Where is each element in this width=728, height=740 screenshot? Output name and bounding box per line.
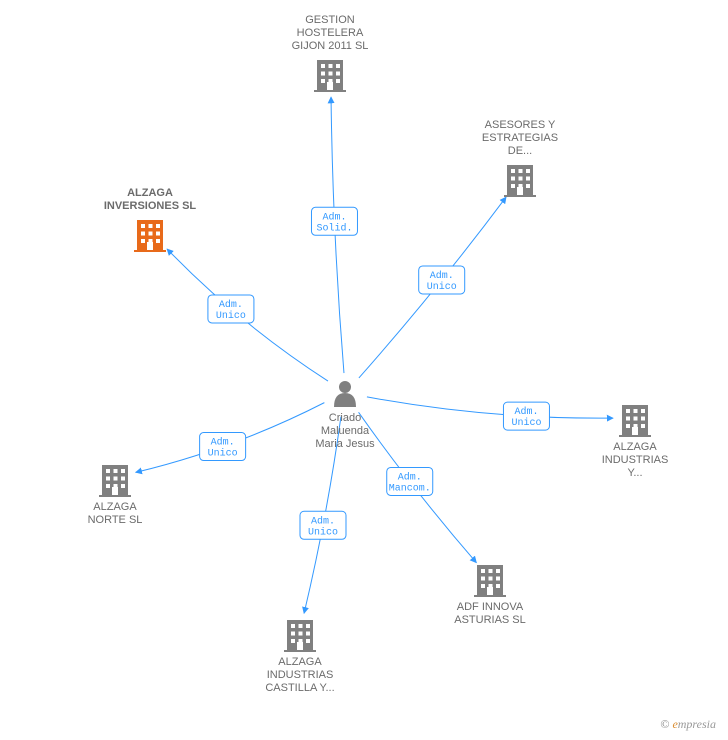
- footer-credit: © empresia: [660, 717, 716, 732]
- building-icon: [504, 165, 536, 197]
- edge-label: Adm.Unico: [308, 515, 338, 538]
- node-label: ALZAGAINVERSIONES SL: [104, 187, 197, 212]
- edge-label: Adm.Unico: [216, 299, 246, 322]
- node-label: ADF INNOVAASTURIAS SL: [454, 601, 526, 626]
- building-icon: [134, 220, 166, 252]
- edge-label: Adm.Unico: [208, 437, 238, 460]
- building-icon: [314, 60, 346, 92]
- edge-label: Adm.Unico: [511, 406, 541, 429]
- brand-rest: mpresia: [678, 717, 716, 731]
- building-icon: [284, 620, 316, 652]
- network-diagram: Adm.Solid.Adm.UnicoAdm.UnicoAdm.UnicoAdm…: [0, 0, 728, 740]
- node-label: ASESORES YESTRATEGIASDE...: [482, 119, 558, 157]
- node-label: ALZAGAINDUSTRIASY...: [602, 441, 669, 479]
- copyright-symbol: ©: [660, 717, 669, 731]
- edge: [367, 397, 613, 418]
- person-icon: [334, 381, 356, 407]
- building-icon: [474, 565, 506, 597]
- node-label: GESTIONHOSTELERAGIJON 2011 SL: [292, 14, 369, 52]
- building-icon: [619, 405, 651, 437]
- edge-label: Adm.Unico: [427, 270, 457, 293]
- node-label: ALZAGAINDUSTRIASCASTILLA Y...: [265, 656, 334, 694]
- building-icon: [99, 465, 131, 497]
- center-label: CriadoMaluendaMaria Jesus: [315, 412, 375, 450]
- node-label: ALZAGANORTE SL: [88, 501, 143, 526]
